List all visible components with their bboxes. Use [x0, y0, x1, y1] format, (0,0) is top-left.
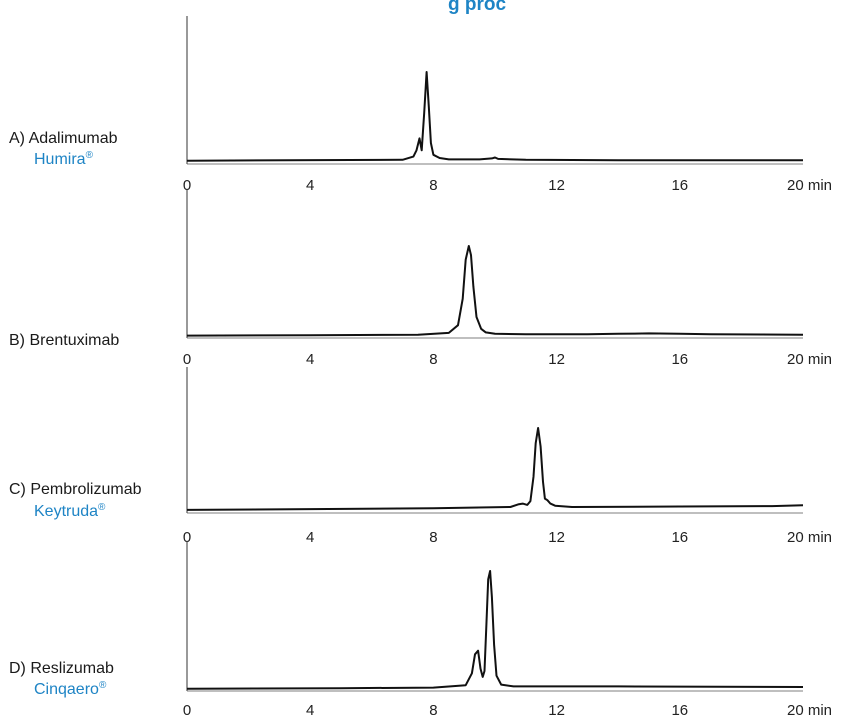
x-tick-label: 8 — [429, 529, 437, 546]
figure-title: g proc — [448, 0, 506, 15]
chromatogram-trace — [186, 245, 804, 337]
chromatogram-panel: 0 4 8 12 16 20 min D) Reslizumab Cinqaero® — [9, 541, 832, 716]
x-tick-label: 8 — [429, 177, 437, 194]
brand-label: Cinqaero® — [34, 680, 107, 699]
x-tick-label: 0 — [183, 177, 191, 194]
x-tick-label: 20 min — [787, 351, 832, 368]
x-tick-label: 4 — [306, 177, 314, 194]
sample-label: D) Reslizumab — [9, 660, 114, 677]
x-tick-label: 0 — [183, 351, 191, 368]
chromatogram-panel: 0 4 8 12 16 20 min C) Pembrolizumab Keytruda® — [9, 367, 832, 546]
brand-label: Humira® — [34, 150, 94, 169]
x-tick-label: 16 — [671, 702, 688, 716]
chromatogram-trace — [186, 71, 803, 162]
brand-label: Keytruda® — [34, 502, 106, 521]
x-tick-label: 12 — [548, 529, 565, 546]
x-tick-label: 12 — [548, 702, 565, 716]
x-tick-label: 12 — [548, 351, 565, 368]
sample-label: A) Adalimumab — [9, 130, 118, 147]
x-tick-label: 4 — [306, 529, 314, 546]
x-tick-label: 8 — [429, 702, 437, 716]
chromatogram-panel: 0 4 8 12 16 20 min B) Brentuximab — [9, 190, 832, 368]
x-tick-label: 20 min — [787, 177, 832, 194]
x-tick-label: 16 — [671, 529, 688, 546]
registered-mark: ® — [99, 680, 107, 691]
x-tick-label: 16 — [671, 351, 688, 368]
x-tick-label: 20 min — [787, 529, 832, 546]
registered-mark: ® — [98, 502, 106, 513]
x-tick-label: 4 — [306, 351, 314, 368]
sample-label: B) Brentuximab — [9, 332, 119, 349]
x-tick-label: 8 — [429, 351, 437, 368]
sample-label: C) Pembrolizumab — [9, 481, 142, 498]
chromatogram-trace — [186, 427, 804, 511]
chromatogram-panels: 0 4 8 12 16 20 min A) Adalimumab Humira® 0 4 8 12 16… — [9, 16, 832, 716]
x-tick-label: 16 — [671, 177, 688, 194]
x-tick-label: 20 min — [787, 702, 832, 716]
x-tick-label: 0 — [183, 529, 191, 546]
x-tick-label: 4 — [306, 702, 314, 716]
chromatogram-trace — [186, 570, 804, 690]
registered-mark: ® — [86, 150, 94, 161]
x-tick-label: 0 — [183, 702, 191, 716]
chromatogram-panel: 0 4 8 12 16 20 min A) Adalimumab Humira® — [9, 16, 832, 194]
x-tick-label: 12 — [548, 177, 565, 194]
